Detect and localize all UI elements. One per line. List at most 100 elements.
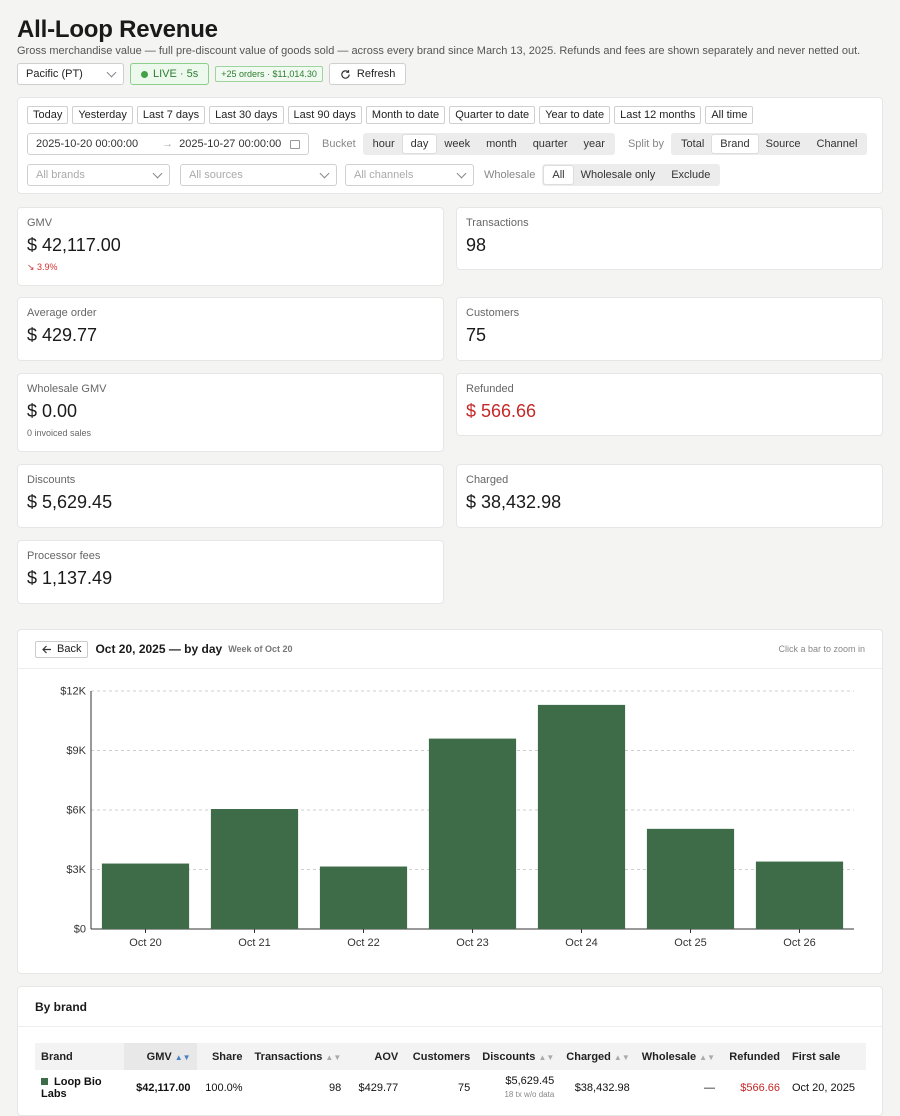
preset-last-7-days[interactable]: Last 7 days xyxy=(136,106,206,124)
preset-last-90-days[interactable]: Last 90 days xyxy=(287,106,362,124)
col-refunded[interactable]: Refunded xyxy=(721,1043,786,1070)
split-channel[interactable]: Channel xyxy=(816,138,858,150)
bucket-hour[interactable]: hour xyxy=(372,138,395,150)
wholesale-exclude[interactable]: Exclude xyxy=(671,169,711,181)
live-label: LIVE · 5s xyxy=(153,68,199,80)
y-tick-label: $3K xyxy=(66,864,86,876)
chart-bar[interactable] xyxy=(101,863,190,929)
chevron-down-icon xyxy=(456,168,467,178)
chevron-down-icon xyxy=(106,67,117,77)
col-share[interactable]: Share xyxy=(196,1043,249,1070)
brand-table: Brand GMV ▲▼ Share Transactions ▲▼ AOV Cus… xyxy=(35,1043,866,1106)
date-to: 2025-10-27 00:00:00 xyxy=(179,138,282,150)
preset-quarter-to-date[interactable]: Quarter to date xyxy=(449,106,536,124)
cell-discounts: $5,629.45 xyxy=(505,1075,555,1087)
col-charged[interactable]: Charged ▲▼ xyxy=(560,1043,636,1070)
split-by-label: Split by xyxy=(627,138,665,150)
sources-select[interactable]: All sources xyxy=(180,164,337,186)
bucket-label: Bucket xyxy=(322,138,356,150)
metric-label: GMV xyxy=(27,217,53,229)
refresh-button[interactable]: Refresh xyxy=(328,63,407,85)
x-tick-label: Oct 21 xyxy=(238,937,270,949)
sort-icon: ▲▼ xyxy=(699,1052,715,1062)
trend-down-icon: ↘ xyxy=(27,262,38,272)
metric-label: Charged xyxy=(466,474,509,486)
wholesale-only[interactable]: Wholesale only xyxy=(580,169,656,181)
preset-yesterday[interactable]: Yesterday xyxy=(72,106,133,124)
arrow-right-icon: → xyxy=(162,138,174,150)
metric-average-order: Average order $ 429.77 xyxy=(17,297,444,361)
channels-placeholder: All channels xyxy=(354,169,414,181)
channels-select[interactable]: All channels xyxy=(345,164,474,186)
bucket-quarter[interactable]: quarter xyxy=(532,138,568,150)
y-tick-label: $12K xyxy=(60,686,86,698)
sort-icon: ▲▼ xyxy=(613,1052,630,1062)
cell-customers: 75 xyxy=(458,1082,471,1094)
metric-value: 75 xyxy=(466,325,487,345)
metric-label: Transactions xyxy=(466,217,529,229)
metric-value: $ 42,117.00 xyxy=(27,235,121,255)
metric-value: $ 38,432.98 xyxy=(466,492,562,512)
calendar-icon xyxy=(290,139,300,149)
col-wholesale[interactable]: Wholesale ▲▼ xyxy=(635,1043,721,1070)
preset-last-30-days[interactable]: Last 30 days xyxy=(209,106,284,124)
metric-value: $ 0.00 xyxy=(27,401,78,421)
wholesale-all[interactable]: All xyxy=(544,166,573,184)
chart-hint: Click a bar to zoom in xyxy=(778,644,865,654)
cell-charged: $38,432.98 xyxy=(574,1082,630,1094)
preset-today[interactable]: Today xyxy=(27,106,69,124)
wholesale-label: Wholesale xyxy=(484,169,536,181)
col-first-sale[interactable]: First sale xyxy=(786,1043,866,1070)
chart-bar[interactable] xyxy=(646,828,735,929)
x-tick-label: Oct 23 xyxy=(456,937,488,949)
bucket-year[interactable]: year xyxy=(583,138,605,150)
metric-value: 98 xyxy=(466,235,487,255)
metric-processor-fees: Processor fees $ 1,137.49 xyxy=(17,540,444,604)
wholesale-selector: All Wholesale only Exclude xyxy=(542,164,721,186)
chevron-down-icon xyxy=(319,168,330,178)
col-customers[interactable]: Customers xyxy=(404,1043,477,1070)
brands-select[interactable]: All brands xyxy=(27,164,170,186)
x-tick-label: Oct 25 xyxy=(674,937,706,949)
bucket-month[interactable]: month xyxy=(486,138,517,150)
chart-bar[interactable] xyxy=(428,738,517,929)
col-gmv[interactable]: GMV ▲▼ xyxy=(123,1043,197,1070)
col-aov[interactable]: AOV xyxy=(347,1043,405,1070)
preset-last-12-months[interactable]: Last 12 months xyxy=(614,106,702,124)
back-button[interactable]: Back xyxy=(35,640,89,658)
refresh-icon xyxy=(341,69,350,79)
timezone-value: Pacific (PT) xyxy=(26,68,83,80)
bucket-day[interactable]: day xyxy=(402,135,437,153)
metric-value: $ 5,629.45 xyxy=(27,492,113,512)
cell-first-sale: Oct 20, 2025 xyxy=(792,1082,855,1094)
live-toggle[interactable]: LIVE · 5s xyxy=(130,63,210,85)
chart-bar[interactable] xyxy=(755,861,844,929)
metric-wholesale-gmv: Wholesale GMV $ 0.00 0 invoiced sales xyxy=(17,373,444,452)
preset-month-to-date[interactable]: Month to date xyxy=(365,106,446,124)
metric-label: Processor fees xyxy=(27,550,101,562)
filters-panel: Today Yesterday Last 7 days Last 30 days… xyxy=(17,97,883,194)
split-total[interactable]: Total xyxy=(681,138,705,150)
split-brand[interactable]: Brand xyxy=(712,135,758,153)
metric-refunded: Refunded $ 566.66 xyxy=(456,373,883,436)
metric-transactions: Transactions 98 xyxy=(456,207,883,270)
bucket-week[interactable]: week xyxy=(444,138,471,150)
chevron-down-icon xyxy=(152,168,163,178)
split-source[interactable]: Source xyxy=(765,138,801,150)
new-orders-badge: +25 orders · $11,014.30 xyxy=(215,66,323,82)
chart-bar[interactable] xyxy=(210,809,299,929)
col-discounts[interactable]: Discounts ▲▼ xyxy=(476,1043,561,1070)
preset-year-to-date[interactable]: Year to date xyxy=(539,106,611,124)
metric-label: Discounts xyxy=(27,474,76,486)
preset-all-time[interactable]: All time xyxy=(705,106,754,124)
table-row[interactable]: Loop Bio Labs $42,117.00 100.0% 98 $429.… xyxy=(35,1070,866,1106)
timezone-select[interactable]: Pacific (PT) xyxy=(17,63,124,85)
date-range-picker[interactable]: 2025-10-20 00:00:00 → 2025-10-27 00:00:0… xyxy=(27,133,309,155)
col-brand[interactable]: Brand xyxy=(35,1043,124,1070)
arrow-left-icon xyxy=(42,645,51,653)
chart-bar[interactable] xyxy=(319,866,408,929)
back-label: Back xyxy=(57,643,82,655)
chart-bar[interactable] xyxy=(537,704,626,929)
col-transactions[interactable]: Transactions ▲▼ xyxy=(248,1043,348,1070)
cell-discounts-note: 18 tx w/o data xyxy=(504,1090,555,1099)
